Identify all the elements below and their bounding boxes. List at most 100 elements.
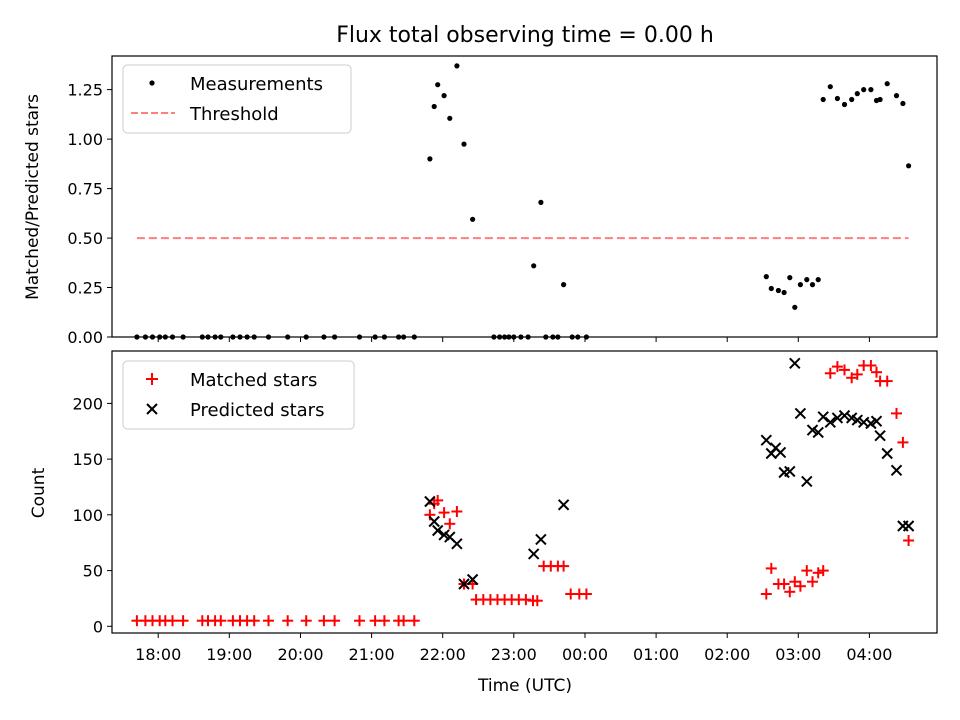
x-tick-label: 22:00 [420,645,466,664]
bottom-axes-frame [111,350,938,634]
predicted-stars-point [428,515,440,528]
measurement-point [781,289,787,296]
bottom-legend-box [122,360,355,430]
measurement-point [809,282,816,288]
matched-stars-point [432,494,444,506]
predicted-stars-point [451,538,463,550]
predicted-stars-point [760,434,773,446]
top-y-tick-label: 0.50 [67,229,103,248]
predicted-stars-point [774,446,787,459]
predicted-stars-point [874,429,886,442]
measurement-point [861,87,867,93]
top-y-tick-label: 1.00 [67,130,103,149]
legend-predicted-label: Predicted stars [190,400,324,421]
measurement-point [768,285,774,292]
measurement-point [841,101,848,108]
predicted-stars-point [870,415,883,427]
predicted-stars-point [424,495,436,508]
matched-stars-point [520,594,532,606]
matched-stars-point [282,615,294,627]
measurement-point [775,287,782,294]
matched-stars-point [558,560,570,572]
top-data-marks [134,63,912,340]
x-tick-label: 04:00 [846,645,892,664]
measurement-point [787,275,793,281]
x-tick-label: 03:00 [775,645,821,664]
predicted-stars-point [801,475,813,488]
legend-measurements-label: Measurements [190,74,323,95]
measurement-point [820,96,826,103]
matched-stars-point [812,567,824,579]
measurement-point [435,82,441,88]
top-y-tick-label: 1.25 [67,81,103,100]
top-legend-box [122,64,352,134]
measurement-point [906,163,912,169]
predicted-stars-point [789,357,801,370]
measurement-point [893,93,900,99]
predicted-stars-point [535,533,547,546]
measurement-point [804,277,810,283]
bottom-y-tick-label: 50 [83,562,103,581]
predicted-stars-point [784,465,796,478]
matched-stars-point [789,576,801,588]
matched-stars-point [215,615,227,627]
x-tick-label: 20:00 [277,645,323,664]
matched-stars-point [871,366,882,378]
legend-matched-marker [146,373,158,385]
matched-stars-point [903,535,915,546]
top-y-axis-label: Matched/Predicted stars [23,94,43,300]
top-y-tick-label: 0.75 [67,180,103,199]
matched-stars-point [398,615,410,627]
matched-stars-point [824,367,836,379]
top-axes-frame [111,55,938,338]
matched-stars-point [444,518,456,530]
matched-stars-point [817,565,829,577]
matched-stars-point [831,361,843,373]
predicted-stars-point [831,412,844,424]
x-tick-label: 19:00 [206,645,252,664]
matched-stars-point [891,407,902,419]
matched-stars-point [438,507,450,519]
measurement-point [470,216,476,222]
predicted-stars-point [527,548,540,560]
measurement-point [849,96,855,103]
predicted-stars-point [557,499,570,511]
matched-stars-point [318,615,330,627]
measurement-point [538,199,544,205]
matched-stars-point [369,615,381,627]
matched-stars-point [881,375,893,387]
top-legend: Measurements Threshold [122,64,352,134]
measurement-point [900,100,906,107]
matched-stars-point [846,372,858,384]
matched-stars-point [784,586,796,598]
measurement-point [868,87,874,93]
matched-stars-point [300,615,312,627]
matched-stars-point [329,615,341,627]
matched-stars-point [451,506,463,517]
legend-matched-label: Matched stars [190,370,317,391]
top-y-tick-label: 0.00 [67,328,103,347]
matched-stars-point [378,615,390,627]
matched-stars-point [248,615,260,627]
predicted-stars-point [431,524,444,537]
measurement-point [561,282,567,288]
matched-stars-point [865,360,877,371]
matched-stars-point [794,580,806,592]
bottom-y-tick-label: 150 [72,450,103,469]
matched-stars-point [167,615,178,627]
x-tick-label: 02:00 [704,645,750,664]
measurement-point [431,103,437,110]
predicted-stars-point [902,520,915,532]
predicted-stars-point [817,411,829,423]
top-y-tick-label: 0.25 [67,279,103,298]
measurement-point [884,81,890,87]
x-axis-label: Time (UTC) [477,676,572,696]
x-tick-label: 00:00 [562,645,608,664]
x-tick-label: 23:00 [491,645,537,664]
measurement-point [815,277,821,283]
measurement-point [873,97,880,104]
top-panel: 0.00 0.25 0.50 0.75 1.00 1.25 [67,55,938,347]
measurement-point [461,141,467,147]
bottom-panel: 0 50 100 150 200 18:00 19:00 20:00 21:00 22:00 23:… [72,350,938,664]
matched-stars-point [801,565,813,577]
